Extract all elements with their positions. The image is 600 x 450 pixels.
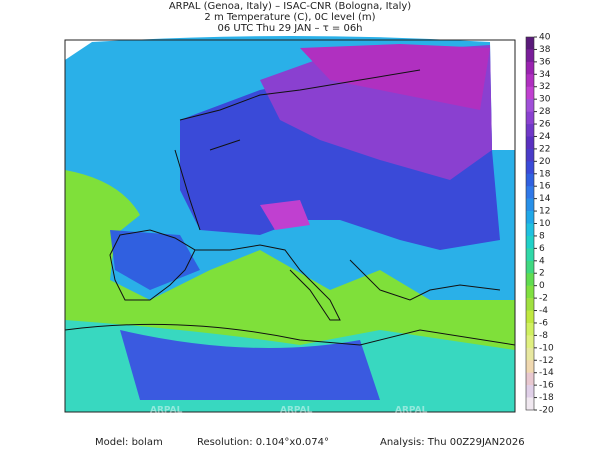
colorbar-label: -6 [539, 318, 548, 328]
colorbar-label: -10 [539, 343, 554, 353]
colorbar-label: 34 [539, 70, 551, 80]
colorbar-segment [526, 49, 534, 63]
watermark: ARPAL [395, 406, 428, 416]
colorbar-label: 18 [539, 169, 551, 179]
colorbar-segment [526, 124, 534, 137]
colorbar-label: 6 [539, 244, 545, 254]
colorbar-segment [526, 322, 534, 336]
field-cold-north-africa [120, 330, 380, 400]
colorbar-segment [526, 198, 534, 212]
colorbar-segment [526, 235, 534, 249]
colorbar-segment [526, 385, 534, 398]
colorbar-label: 4 [539, 256, 545, 266]
footer-resolution: Resolution: 0.104°x0.074° [197, 437, 329, 448]
watermark: ARPAL [280, 406, 313, 416]
colorbar-segment [526, 335, 534, 349]
watermarks: ARPAL ARPAL ARPAL [150, 406, 428, 416]
coastline [109, 229, 196, 301]
watermark: ARPAL [150, 406, 183, 416]
colorbar-segment [526, 86, 534, 100]
footer-analysis: Analysis: Thu 00Z29JAN2026 [380, 437, 525, 448]
colorbar-segment [526, 173, 534, 187]
colorbar-label: 10 [539, 219, 551, 229]
colorbar-segment [526, 61, 534, 75]
colorbar-segment [526, 161, 534, 175]
colorbar-label: 32 [539, 82, 550, 92]
colorbar-label: 16 [539, 182, 551, 192]
colorbar-label: 26 [539, 120, 551, 130]
coastline [64, 259, 516, 346]
colorbar-label: 12 [539, 207, 550, 217]
colorbar-segment [526, 273, 534, 286]
colorbar-label: -16 [539, 381, 554, 391]
colorbar-label: 0 [539, 281, 545, 291]
colorbar-label: 30 [539, 95, 551, 105]
coastline [174, 69, 421, 231]
colorbar-label: -18 [539, 393, 554, 403]
colorbar-label: 8 [539, 231, 545, 241]
header-line: 06 UTC Thu 29 JAN – τ = 06h [217, 23, 362, 34]
colorbar-segment [526, 223, 534, 237]
colorbar-label: 36 [539, 57, 551, 67]
colorbar-label: 40 [539, 33, 551, 43]
colorbar-segment [526, 186, 534, 199]
colorbar-label: 28 [539, 107, 551, 117]
colorbar-label: -12 [539, 356, 554, 366]
colorbar-label: -8 [539, 331, 548, 341]
footer-model: Model: bolam [95, 437, 163, 448]
colorbar-label: 14 [539, 194, 551, 204]
colorbar-segment [526, 111, 534, 125]
colorbar-label: 20 [539, 157, 551, 167]
field-alps [260, 200, 310, 230]
colorbar-segment [526, 148, 534, 162]
colorbar-label: -14 [539, 368, 554, 378]
colorbar-segment [526, 372, 534, 386]
colorbar-segment [526, 74, 534, 88]
colorbar-segment [526, 298, 534, 311]
temperature-field [64, 36, 516, 413]
colorbar-segment [526, 347, 534, 361]
colorbar-label: 2 [539, 269, 545, 279]
coastline [195, 244, 341, 321]
colorbar-segment [526, 310, 534, 324]
colorbar-label: -2 [539, 294, 548, 304]
colorbar-segment [526, 285, 534, 299]
colorbar: 4038363432302826242220181614121086420-2-… [525, 33, 554, 416]
colorbar-segment [526, 260, 534, 274]
colorbar-label: 24 [539, 132, 551, 142]
colorbar-segment [526, 248, 534, 262]
colorbar-segment [526, 37, 534, 50]
colorbar-label: -20 [539, 406, 554, 416]
header-line: ARPAL (Genoa, Italy) – ISAC-CNR (Bologna… [169, 1, 411, 12]
colorbar-label: 38 [539, 45, 551, 55]
field-iberia [110, 230, 200, 290]
colorbar-segment [526, 397, 534, 411]
map-frame [64, 39, 516, 413]
colorbar-label: -4 [539, 306, 548, 316]
colorbar-label: 22 [539, 144, 550, 154]
colorbar-segment [526, 360, 534, 373]
header-line: 2 m Temperature (C), 0C level (m) [204, 12, 375, 23]
colorbar-segment [526, 211, 534, 224]
colorbar-segment [526, 136, 534, 150]
colorbar-segment [526, 99, 534, 112]
field-coldest [300, 44, 490, 110]
